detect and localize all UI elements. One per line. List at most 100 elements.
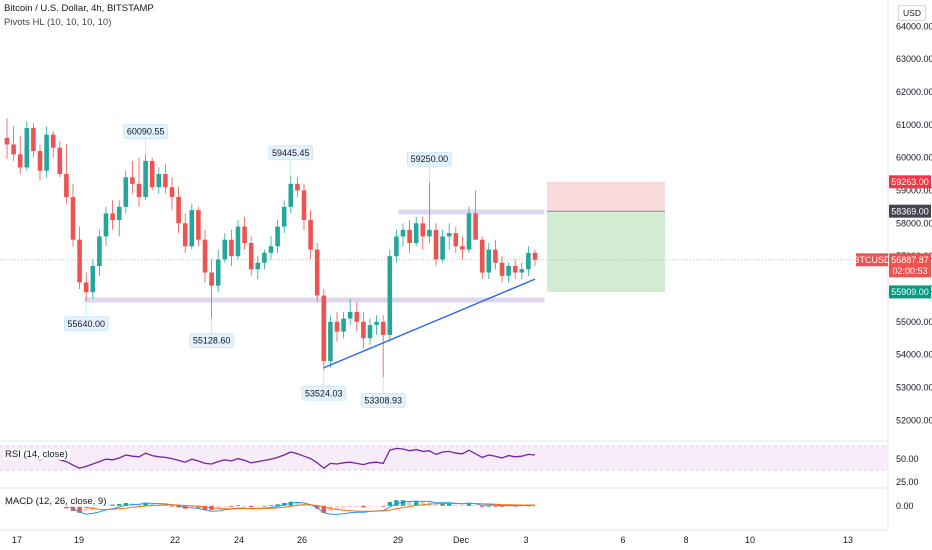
macd-histogram-bar xyxy=(387,502,392,506)
price-tick-label: 63000.00 xyxy=(896,54,932,64)
price-tick-label: 53000.00 xyxy=(896,382,932,392)
entry-price-tag: 58369.00 xyxy=(891,206,929,216)
candle-body xyxy=(400,229,406,237)
macd-histogram-bar xyxy=(499,505,505,507)
candle-body xyxy=(420,223,426,237)
last-price-tag: 56887.87 xyxy=(891,255,929,265)
candle-body xyxy=(149,160,155,188)
candle-body xyxy=(361,321,366,339)
price-tick-label: 60000.00 xyxy=(896,153,932,163)
candle-body xyxy=(57,147,63,175)
pivot-box xyxy=(189,333,234,348)
candle-body xyxy=(512,265,518,273)
candle-body xyxy=(103,213,109,237)
rsi-tick-50: 50.00 xyxy=(896,454,919,464)
macd-histogram-bar xyxy=(506,505,511,507)
pivot-value: 55128.60 xyxy=(193,336,231,346)
time-tick-label: 8 xyxy=(683,535,688,545)
pivot-box xyxy=(301,385,347,401)
candle-body xyxy=(222,239,228,260)
candle-body xyxy=(31,128,36,152)
time-tick-label: 6 xyxy=(620,535,625,545)
macd-histogram-bar xyxy=(235,505,241,506)
time-tick-label: 26 xyxy=(297,535,307,545)
candle-body xyxy=(387,256,393,335)
macd-histogram-bar xyxy=(110,504,115,506)
candle-body xyxy=(275,226,280,247)
macd-histogram-bar xyxy=(480,505,485,507)
candle-body xyxy=(295,183,300,191)
macd-histogram-bar xyxy=(433,504,439,506)
candle-body xyxy=(427,229,432,237)
time-tick-label: 13 xyxy=(843,535,853,545)
time-tick-label: 29 xyxy=(393,535,403,545)
candle-body xyxy=(347,311,353,319)
macd-histogram-bar xyxy=(222,505,227,507)
candle-body xyxy=(321,295,327,362)
macd-pane-label: MACD (12, 26, close, 9) xyxy=(3,496,109,507)
macd-histogram-bar xyxy=(447,503,452,506)
candle-body xyxy=(262,252,267,263)
pivot-box xyxy=(123,124,168,139)
macd-histogram-bar xyxy=(249,505,254,508)
candle-body xyxy=(50,134,56,148)
macd-histogram-bar xyxy=(136,503,142,506)
candle-body xyxy=(479,239,485,273)
candle-body xyxy=(288,183,294,207)
candle-body xyxy=(182,223,188,247)
symbol-tag-bg xyxy=(856,253,888,267)
macd-histogram-bar xyxy=(123,502,128,506)
time-tick-label: 24 xyxy=(234,535,244,545)
macd-histogram-bar xyxy=(77,505,82,513)
macd-histogram-bar xyxy=(519,505,524,507)
target-price-tag-bg xyxy=(889,285,931,299)
entry-price-tag-bg xyxy=(889,204,931,218)
pivot-value: 59445.45 xyxy=(272,148,310,158)
macd-histogram-bar xyxy=(486,505,491,507)
macd-histogram-bar xyxy=(354,505,359,508)
time-tick-label: 10 xyxy=(745,535,755,545)
pivot-label-low1: 55640.00 xyxy=(63,300,109,332)
bar-countdown: 02:00:53 xyxy=(892,266,927,276)
pivot-label-low4: 53308.93 xyxy=(360,377,406,408)
candle-body xyxy=(248,242,254,270)
candle-body xyxy=(354,311,360,322)
rsi-band xyxy=(0,446,888,470)
macd-histogram-bar xyxy=(493,505,498,507)
macd-histogram-bar xyxy=(90,505,95,509)
macd-histogram-bar xyxy=(189,505,194,508)
candle-body xyxy=(407,229,412,243)
pivot-value: 59250.00 xyxy=(411,154,449,164)
macd-histogram-bar xyxy=(169,505,175,507)
candle-body xyxy=(156,174,162,188)
candle-body xyxy=(64,174,69,198)
macd-histogram-bar xyxy=(216,505,221,509)
support-zone xyxy=(84,297,545,303)
pivot-value: 53524.03 xyxy=(305,388,343,398)
signal-line xyxy=(7,500,535,512)
macd-histogram-bar xyxy=(64,505,69,509)
candle-body xyxy=(123,177,129,207)
candle-body xyxy=(314,249,320,296)
candle-body xyxy=(433,229,439,260)
macd-histogram-bar xyxy=(143,502,148,506)
time-tick-label: 17 xyxy=(12,535,22,545)
pivot-box xyxy=(407,151,452,167)
macd-histogram-bar xyxy=(532,505,538,507)
macd-histogram-bar xyxy=(229,505,234,507)
price-tick-label: 52000.00 xyxy=(896,415,932,425)
candle-body xyxy=(90,265,96,293)
macd-tick-0: 0.00 xyxy=(896,501,914,511)
macd-histogram-bar xyxy=(321,505,326,513)
macd-histogram-bar xyxy=(466,503,472,506)
macd-histogram-bar xyxy=(420,502,425,506)
candle-body xyxy=(83,282,89,293)
currency-button[interactable]: USD xyxy=(898,5,926,21)
pivot-box xyxy=(360,393,406,408)
stop-loss-zone xyxy=(547,181,665,212)
symbol-title: Bitcoin / U.S. Dollar, 4h, BITSTAMP xyxy=(4,3,154,14)
macd-histogram-bar xyxy=(400,500,406,506)
macd-histogram-bar xyxy=(460,505,465,507)
